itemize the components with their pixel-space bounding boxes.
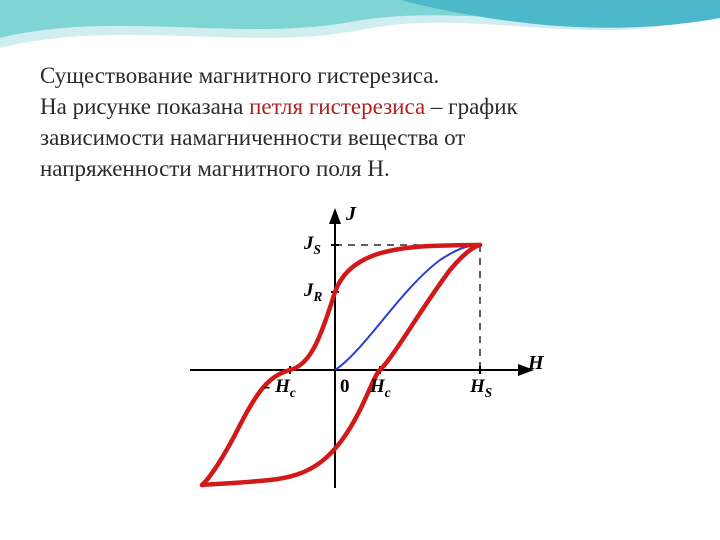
label-j: J: [346, 203, 356, 226]
text-line4: напряженности магнитного поля H.: [40, 156, 390, 181]
label-hc: Hc: [370, 376, 391, 401]
chart-svg: [170, 200, 550, 500]
label-js: JS: [304, 233, 321, 258]
text-line3: зависимости намагниченности вещества от: [40, 125, 465, 150]
label-nhc: - Hc: [264, 376, 296, 401]
label-h: H: [528, 352, 544, 375]
text-line2a: На рисунке показана: [40, 94, 249, 119]
text-line1: Существование магнитного гистерезиса.: [40, 63, 439, 88]
text-line2c: – график: [425, 94, 518, 119]
label-jr: JR: [304, 280, 322, 305]
hysteresis-chart: J JS JR H HS Hc - Hc 0: [170, 200, 550, 520]
label-zero: 0: [340, 376, 350, 398]
description-text: Существование магнитного гистерезиса. На…: [40, 60, 680, 184]
text-highlight: петля гистерезиса: [249, 94, 425, 119]
label-hs: HS: [470, 376, 492, 401]
